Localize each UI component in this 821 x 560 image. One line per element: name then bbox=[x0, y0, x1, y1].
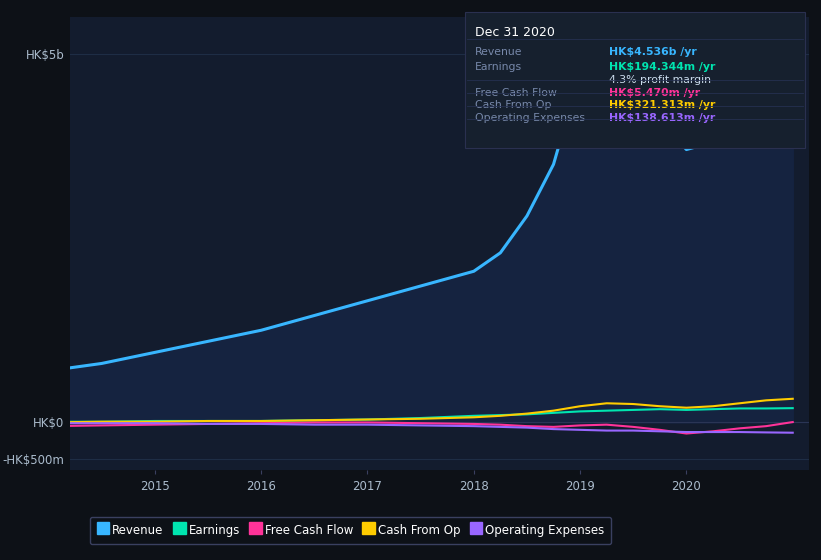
Text: HK$4.536b /yr: HK$4.536b /yr bbox=[608, 47, 696, 57]
Text: HK$321.313m /yr: HK$321.313m /yr bbox=[608, 100, 715, 110]
Text: Cash From Op: Cash From Op bbox=[475, 100, 552, 110]
Text: Dec 31 2020: Dec 31 2020 bbox=[475, 26, 555, 39]
Text: Operating Expenses: Operating Expenses bbox=[475, 113, 585, 123]
Text: HK$5.470m /yr: HK$5.470m /yr bbox=[608, 87, 699, 97]
Text: Free Cash Flow: Free Cash Flow bbox=[475, 87, 557, 97]
Text: HK$194.344m /yr: HK$194.344m /yr bbox=[608, 62, 715, 72]
Text: Revenue: Revenue bbox=[475, 47, 522, 57]
Legend: Revenue, Earnings, Free Cash Flow, Cash From Op, Operating Expenses: Revenue, Earnings, Free Cash Flow, Cash … bbox=[89, 517, 612, 544]
Text: Earnings: Earnings bbox=[475, 62, 522, 72]
Text: HK$138.613m /yr: HK$138.613m /yr bbox=[608, 113, 715, 123]
Text: 4.3% profit margin: 4.3% profit margin bbox=[608, 74, 711, 85]
